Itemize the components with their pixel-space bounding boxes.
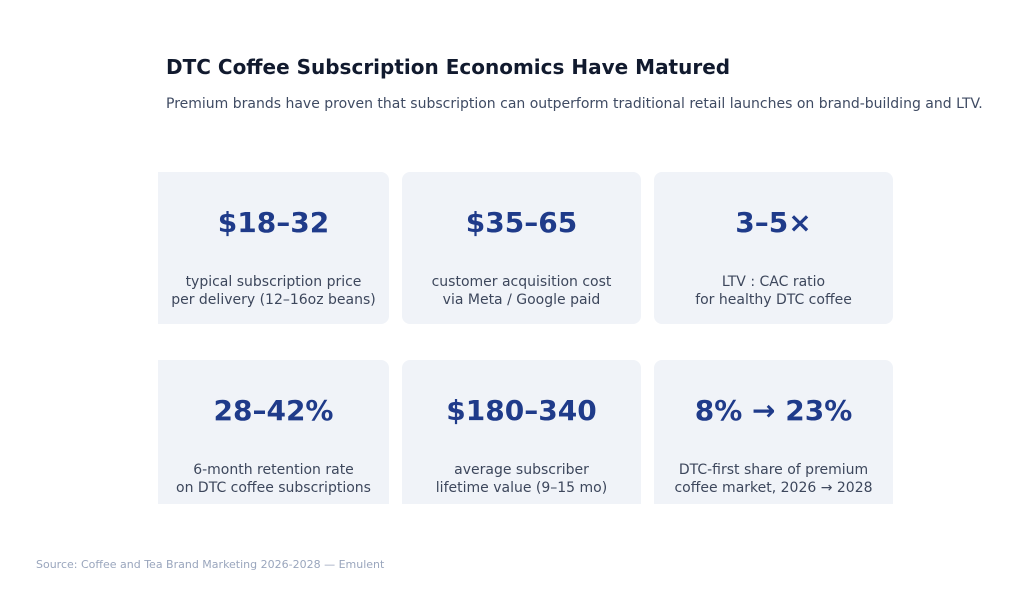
stat-card-lifetime-value: $180–340 average subscriber lifetime val… [402, 360, 641, 504]
stat-value: 3–5× [735, 206, 812, 239]
stat-value: 28–42% [213, 394, 334, 427]
stat-value: $35–65 [465, 206, 578, 239]
stat-label: customer acquisition cost via Meta / Goo… [431, 274, 612, 308]
stat-label: DTC-first share of premium coffee market… [674, 462, 873, 496]
stat-label: LTV : CAC ratio for healthy DTC coffee [695, 274, 852, 308]
page-subtitle: Premium brands have proven that subscrip… [166, 96, 983, 112]
stat-card-retention-rate: 28–42% 6-month retention rate on DTC cof… [158, 360, 389, 504]
source-footnote: Source: Coffee and Tea Brand Marketing 2… [36, 558, 385, 571]
page-title: DTC Coffee Subscription Economics Have M… [166, 55, 731, 79]
stat-label: 6-month retention rate on DTC coffee sub… [176, 462, 371, 496]
stat-value: $180–340 [446, 394, 597, 427]
stat-label: average subscriber lifetime value (9–15 … [435, 462, 608, 496]
stat-value: $18–32 [217, 206, 330, 239]
stat-label: typical subscription price per delivery … [171, 274, 376, 308]
stat-value: 8% → 23% [694, 394, 853, 427]
stat-card-ltv-cac-ratio: 3–5× LTV : CAC ratio for healthy DTC cof… [654, 172, 893, 324]
stat-card-dtc-market-share: 8% → 23% DTC-first share of premium coff… [654, 360, 893, 504]
stat-card-acquisition-cost: $35–65 customer acquisition cost via Met… [402, 172, 641, 324]
stat-card-subscription-price: $18–32 typical subscription price per de… [158, 172, 389, 324]
